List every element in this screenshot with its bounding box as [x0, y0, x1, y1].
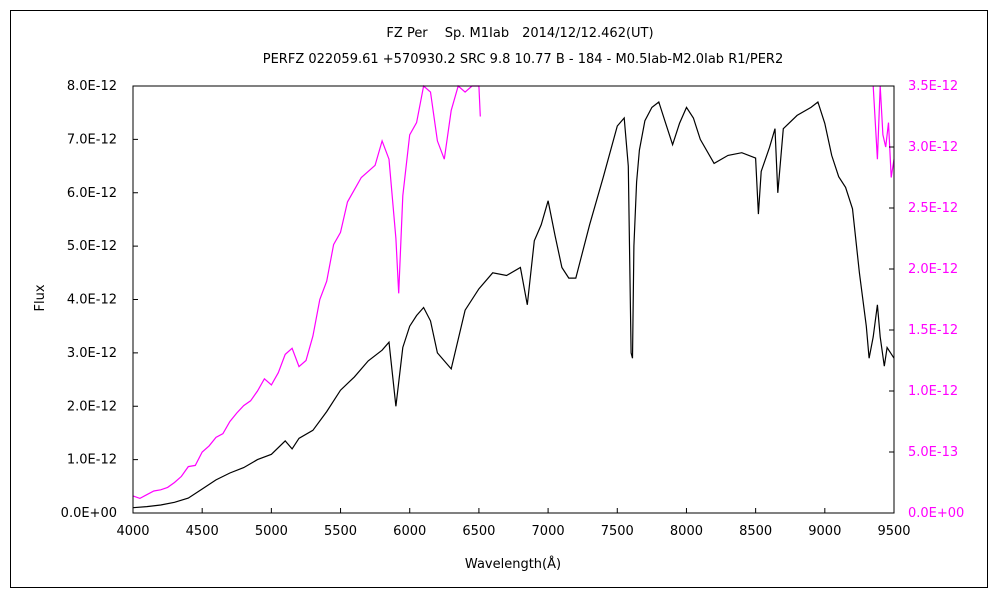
y2-tick-label: 1.0E-12	[908, 384, 958, 399]
x-tick-label: 4000	[116, 524, 149, 539]
y-tick-label: 0.0E+00	[61, 506, 117, 521]
x-tick-label: 6500	[462, 524, 495, 539]
x-axis-label: Wavelength(Å)	[465, 556, 561, 572]
chart-subtitle: PERFZ 022059.61 +570930.2 SRC 9.8 10.77 …	[263, 52, 783, 67]
series-layer	[132, 84, 895, 509]
y2-tick-label: 2.0E-12	[908, 262, 958, 277]
flux-series-line	[132, 100, 895, 509]
y-tick-label: 1.0E-12	[67, 453, 117, 468]
y2-tick-label: 2.5E-12	[908, 201, 958, 216]
y-axis-label: Flux	[33, 284, 48, 311]
y2-tick-label: 3.5E-12	[908, 79, 958, 94]
x-tick-label: 8000	[670, 524, 703, 539]
y2-tick-label: 1.5E-12	[908, 323, 958, 338]
y-tick-label: 4.0E-12	[67, 293, 117, 308]
x-tick-label: 8500	[739, 524, 772, 539]
y-tick-label: 8.0E-12	[67, 79, 117, 94]
x-tick-label: 9000	[808, 524, 841, 539]
x-tick-label: 9500	[877, 524, 910, 539]
x-tick-label: 6000	[393, 524, 426, 539]
chart-frame	[10, 10, 988, 588]
y2-tick-label: 0.0E+00	[908, 506, 964, 521]
x-tick-label: 7500	[601, 524, 634, 539]
y-tick-label: 5.0E-12	[67, 239, 117, 254]
x-tick-label: 5000	[255, 524, 288, 539]
x-tick-label: 4500	[186, 524, 219, 539]
y2-tick-label: 5.0E-13	[908, 445, 958, 460]
y-tick-label: 3.0E-12	[67, 346, 117, 361]
y-tick-label: 6.0E-12	[67, 186, 117, 201]
x-tick-label: 7000	[532, 524, 565, 539]
axis-layer: 4000 4500 5000 5500 6000 6500 7000 7500 8000 8500…	[61, 79, 965, 539]
y-tick-label: 7.0E-12	[67, 132, 117, 147]
y2-tick-label: 3.0E-12	[908, 140, 958, 155]
chart-title: FZ Per Sp. M1Iab 2014/12/12.462(UT)	[386, 26, 653, 41]
x-tick-label: 5500	[324, 524, 357, 539]
y-tick-label: 2.0E-12	[67, 399, 117, 414]
scaled-series-line	[132, 84, 895, 500]
plot-area	[132, 85, 895, 514]
